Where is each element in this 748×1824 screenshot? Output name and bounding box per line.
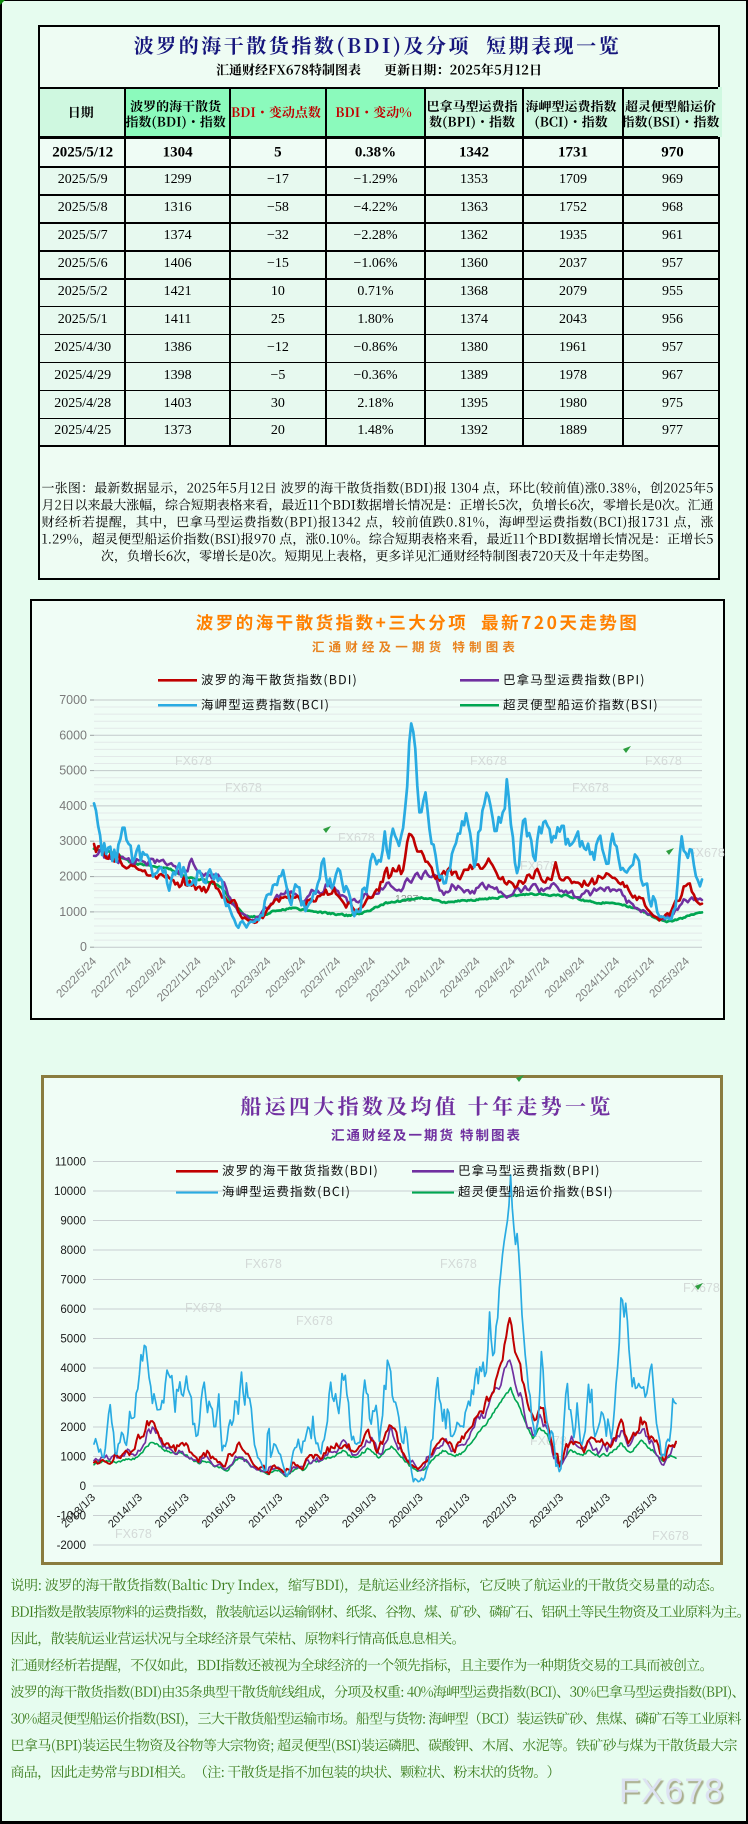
svg-text:2020/1/3: 2020/1/3 [387,1492,426,1531]
svg-text:FX678: FX678 [645,754,682,768]
svg-text:8000: 8000 [60,1245,86,1257]
svg-text:7000: 7000 [59,693,87,707]
svg-text:2000: 2000 [60,1422,86,1434]
svg-text:2014/1/3: 2014/1/3 [106,1492,145,1531]
svg-text:FX678: FX678 [572,781,609,795]
svg-text:FX678: FX678 [185,1301,222,1315]
svg-text:FX678: FX678 [440,1257,477,1271]
svg-text:0: 0 [80,940,87,954]
svg-text:-1000: -1000 [57,1511,86,1523]
svg-text:3000: 3000 [59,834,87,848]
svg-text:FX678: FX678 [470,754,507,768]
svg-text:FX678: FX678 [530,1434,567,1448]
svg-text:FX678: FX678 [245,1257,282,1271]
svg-text:2023/1/3: 2023/1/3 [527,1492,566,1531]
svg-text:2022/1/3: 2022/1/3 [481,1492,520,1531]
svg-text:6000: 6000 [60,1304,86,1316]
svg-text:5000: 5000 [59,764,87,778]
svg-text:-2000: -2000 [57,1540,86,1552]
svg-text:11000: 11000 [55,1157,86,1169]
svg-text:2015/1/3: 2015/1/3 [153,1492,192,1531]
svg-text:9000: 9000 [60,1216,86,1228]
svg-text:0: 0 [80,1481,86,1493]
svg-text:2017/1/3: 2017/1/3 [247,1492,286,1531]
svg-text:4000: 4000 [60,1363,86,1375]
svg-text:7000: 7000 [60,1275,86,1287]
svg-text:2021/1/3: 2021/1/3 [434,1492,473,1531]
svg-text:FX678: FX678 [225,781,262,795]
svg-text:4000: 4000 [59,799,87,813]
svg-text:3000: 3000 [60,1393,86,1405]
svg-text:FX678: FX678 [652,1529,689,1543]
svg-text:FX678: FX678 [688,846,725,860]
svg-text:FX678: FX678 [115,1527,152,1541]
svg-text:10000: 10000 [54,1186,86,1198]
svg-text:FX678: FX678 [338,831,375,845]
svg-text:FX678: FX678 [683,1281,720,1295]
svg-text:2024/1/3: 2024/1/3 [574,1492,613,1531]
svg-text:2019/1/3: 2019/1/3 [340,1492,379,1531]
svg-text:2018/1/3: 2018/1/3 [293,1492,332,1531]
svg-text:6000: 6000 [59,728,87,742]
svg-text:1000: 1000 [59,905,87,919]
svg-text:FX678: FX678 [296,1314,333,1328]
svg-text:1000: 1000 [60,1452,86,1464]
svg-text:2025/1/3: 2025/1/3 [621,1492,660,1531]
svg-text:FX678: FX678 [520,859,557,873]
svg-text:5000: 5000 [60,1334,86,1346]
svg-text:2016/1/3: 2016/1/3 [200,1492,239,1531]
svg-text:2000: 2000 [59,870,87,884]
svg-text:FX678: FX678 [175,754,212,768]
